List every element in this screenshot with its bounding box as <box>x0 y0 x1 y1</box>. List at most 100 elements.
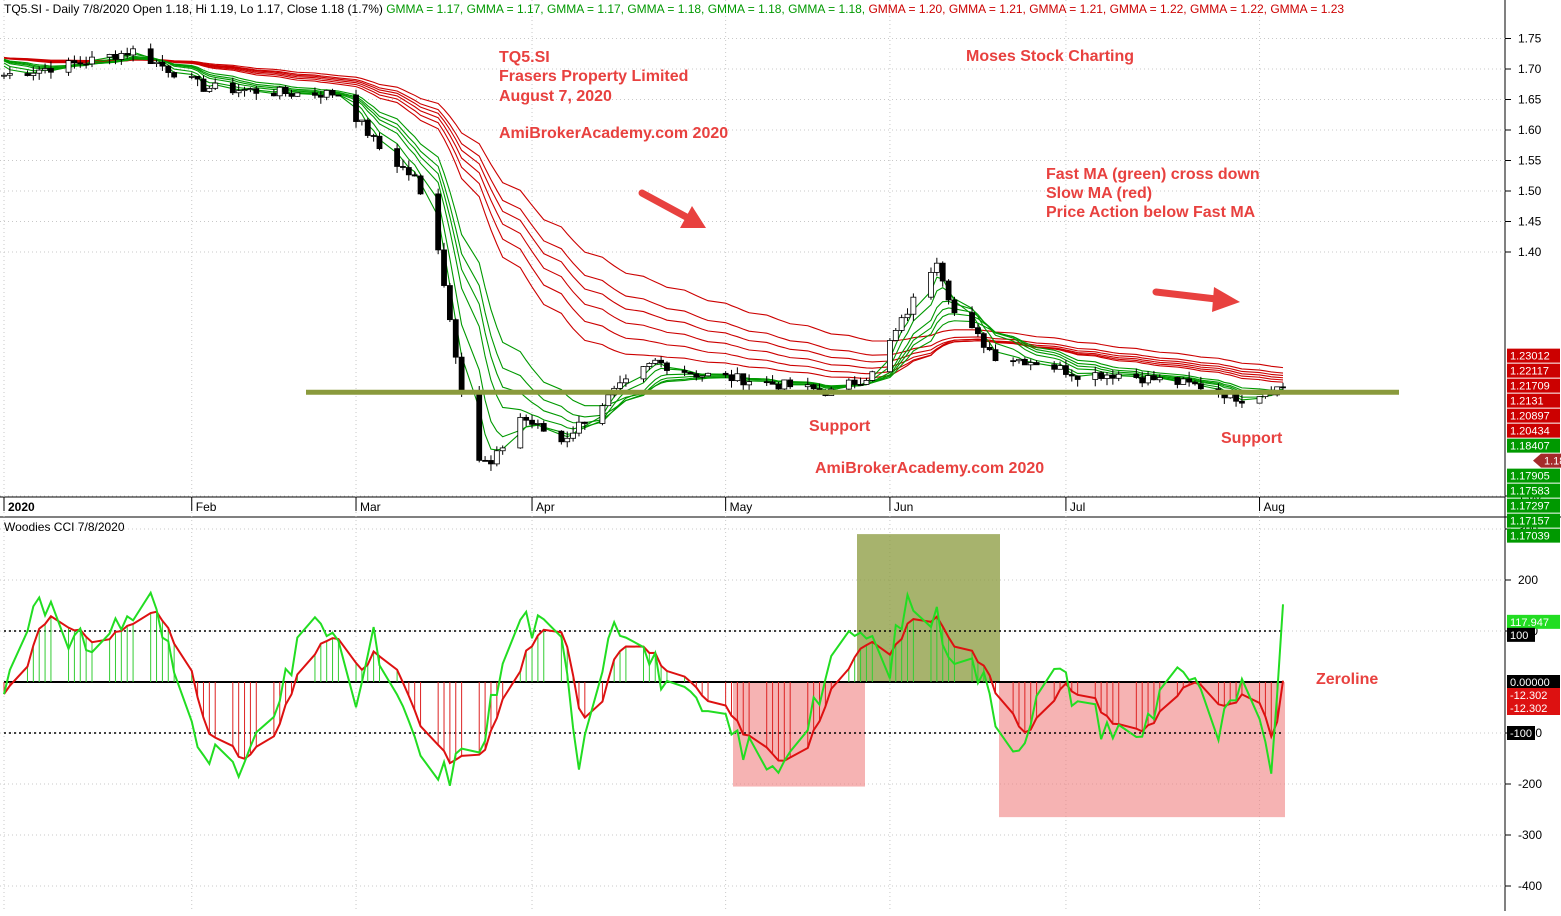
candle-body <box>371 135 376 136</box>
candle-body <box>43 68 48 70</box>
candle-body <box>354 95 359 121</box>
x-tick-5: Jun <box>894 500 913 514</box>
candle-body <box>254 89 259 94</box>
candle-body <box>975 328 980 334</box>
candle-body <box>406 168 411 175</box>
candle-body <box>653 360 658 363</box>
candle-body <box>1175 377 1180 384</box>
price-y-tick-6: 1.45 <box>1518 215 1542 229</box>
cci-label-1: 100 <box>1510 630 1528 642</box>
x-tick-6: Jul <box>1070 500 1085 514</box>
candle-body <box>735 374 740 381</box>
price-label-2: 1.21709 <box>1510 381 1550 393</box>
cci-label-2: 0.00000 <box>1510 677 1550 689</box>
candle-body <box>952 300 957 313</box>
candle-body <box>700 376 705 377</box>
candle-body <box>90 57 95 64</box>
candle-body <box>48 68 53 72</box>
candle-body <box>1022 359 1027 365</box>
candle-body <box>1075 376 1080 380</box>
candle-body <box>31 73 36 75</box>
candle-body <box>887 340 892 371</box>
price-y-tick-1: 1.70 <box>1518 62 1542 76</box>
candle-body <box>1146 376 1151 383</box>
candle-body <box>928 272 933 297</box>
candle-body <box>805 385 810 387</box>
candle-body <box>201 79 206 91</box>
price-label-7: 1.18 <box>1544 456 1561 468</box>
price-label-11: 1.17157 <box>1510 516 1550 528</box>
candle-body <box>207 88 212 91</box>
candle-body <box>1116 374 1121 378</box>
bearish-zone-1 <box>733 682 865 787</box>
candle-body <box>230 83 235 93</box>
candle-body <box>488 460 493 463</box>
candle-body <box>623 379 628 383</box>
candle-body <box>66 61 71 73</box>
candle-body <box>459 357 464 391</box>
candle-body <box>330 90 335 95</box>
annotation-site: AmiBrokerAcademy.com 2020 <box>499 125 728 142</box>
candle-body <box>154 62 159 63</box>
candle-body <box>911 297 916 314</box>
candle-body <box>870 372 875 381</box>
candle-body <box>688 372 693 373</box>
cci-label-3: -12.302 <box>1510 690 1547 702</box>
candle-body <box>131 49 136 55</box>
candle-body <box>289 94 294 97</box>
candle-body <box>72 61 77 63</box>
candle-body <box>312 93 317 95</box>
candle-body <box>1011 361 1016 362</box>
candle-body <box>1257 397 1262 404</box>
price-label-5: 1.20434 <box>1510 426 1550 438</box>
header-segment-1: GMMA = 1.17, <box>383 2 463 16</box>
candle-body <box>277 87 282 96</box>
candle-body <box>113 54 118 59</box>
candle-body <box>119 53 124 59</box>
candle-body <box>78 63 83 64</box>
candle-body <box>1239 401 1244 403</box>
header-segment-6: GMMA = 1.18, <box>785 2 865 16</box>
candle-body <box>295 93 300 96</box>
candle-body <box>582 422 587 423</box>
annotation-support-1: Support <box>809 418 871 435</box>
header-segment-7: GMMA = 1.20, <box>865 2 945 16</box>
candle-body <box>934 263 939 272</box>
candle-body <box>993 350 998 361</box>
candle-body <box>694 374 699 377</box>
price-label-9: 1.17583 <box>1510 486 1550 498</box>
price-y-tick-0: 1.75 <box>1518 32 1542 46</box>
candle-body <box>682 371 687 373</box>
candle-body <box>166 66 171 72</box>
candle-body <box>864 380 869 384</box>
candle-body <box>213 83 218 88</box>
candle-body <box>494 451 499 464</box>
candle-body <box>248 89 253 90</box>
candle-body <box>576 422 581 433</box>
candle-body <box>25 74 30 76</box>
price-label-1: 1.22117 <box>1510 366 1549 378</box>
candle-body <box>359 120 364 121</box>
candle-body <box>1099 373 1104 379</box>
candle-body <box>447 286 452 320</box>
price-label-10: 1.17297 <box>1510 501 1550 513</box>
price-label-6: 1.18407 <box>1510 441 1550 453</box>
annotation-zeroline: Zeroline <box>1316 671 1378 688</box>
annotation-ticker: TQ5.SI <box>499 49 550 66</box>
annotation-note-3: Price Action below Fast MA <box>1046 204 1256 221</box>
candle-body <box>412 175 417 176</box>
x-tick-1: Feb <box>196 500 217 514</box>
candle-body <box>606 395 611 406</box>
header-segment-9: GMMA = 1.21, <box>1026 2 1106 16</box>
candle-body <box>1151 376 1156 380</box>
candle-body <box>987 347 992 349</box>
candle-body <box>400 166 405 167</box>
chart-header: TQ5.SI - Daily 7/8/2020 Open 1.18, Hi 1.… <box>4 2 1344 16</box>
x-tick-4: May <box>730 500 753 514</box>
candle-body <box>500 448 505 451</box>
candle-body <box>418 176 423 194</box>
candle-body <box>618 383 623 389</box>
candle-body <box>706 373 711 376</box>
